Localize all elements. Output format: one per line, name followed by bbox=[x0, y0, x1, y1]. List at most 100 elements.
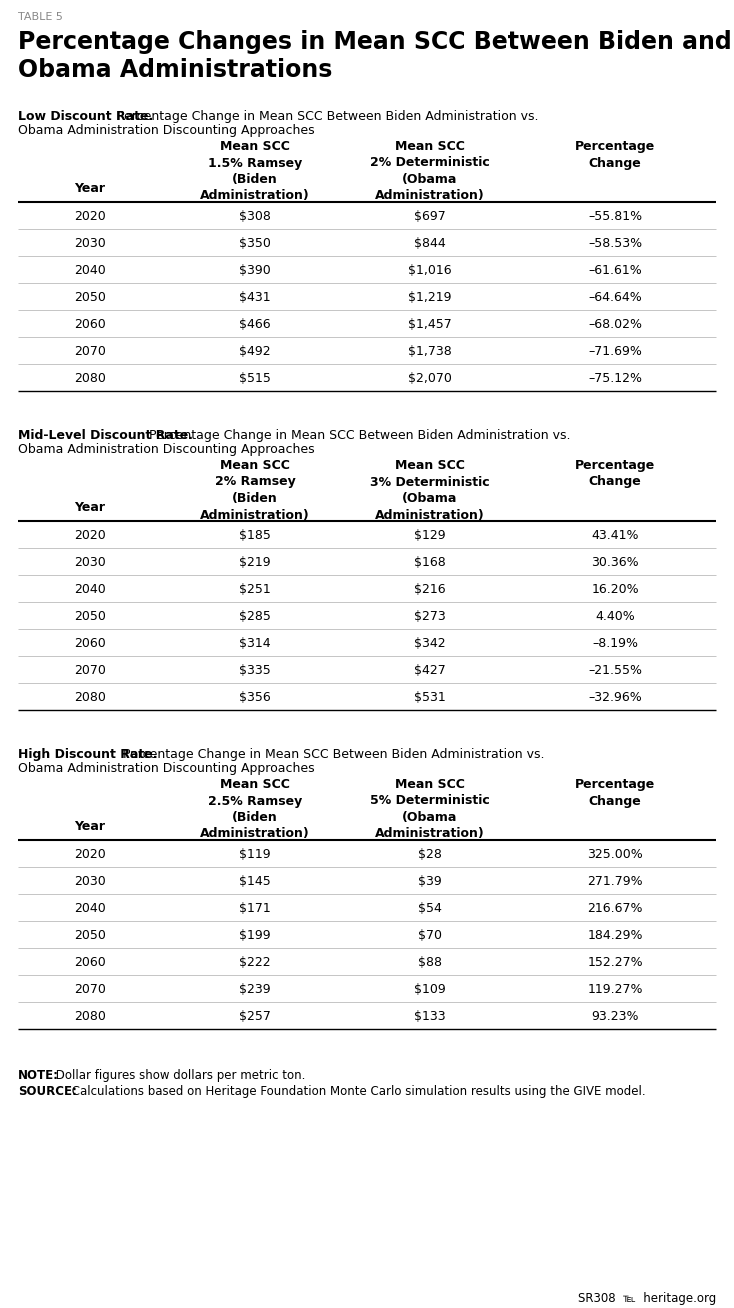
Text: –68.02%: –68.02% bbox=[588, 318, 642, 331]
Text: 2040: 2040 bbox=[74, 264, 106, 277]
Text: $88: $88 bbox=[418, 956, 442, 969]
Text: Mean SCC
2.5% Ramsey
(Biden
Administration): Mean SCC 2.5% Ramsey (Biden Administrati… bbox=[200, 778, 310, 841]
Text: 2060: 2060 bbox=[74, 956, 106, 969]
Text: Percentage
Change: Percentage Change bbox=[575, 778, 655, 807]
Text: Mean SCC
1.5% Ramsey
(Biden
Administration): Mean SCC 1.5% Ramsey (Biden Administrati… bbox=[200, 140, 310, 203]
Text: SOURCE:: SOURCE: bbox=[18, 1086, 77, 1097]
Text: –75.12%: –75.12% bbox=[588, 371, 642, 385]
Text: NOTE:: NOTE: bbox=[18, 1069, 59, 1082]
Text: $314: $314 bbox=[239, 637, 271, 650]
Text: 2050: 2050 bbox=[74, 290, 106, 303]
Text: $171: $171 bbox=[239, 903, 271, 916]
Text: $844: $844 bbox=[414, 237, 446, 250]
Text: 2030: 2030 bbox=[74, 875, 106, 888]
Text: 4.40%: 4.40% bbox=[595, 610, 635, 623]
Text: –32.96%: –32.96% bbox=[588, 691, 642, 704]
Text: 2070: 2070 bbox=[74, 984, 106, 995]
Text: 2060: 2060 bbox=[74, 318, 106, 331]
Text: Percentage Change in Mean SCC Between Biden Administration vs.: Percentage Change in Mean SCC Between Bi… bbox=[145, 429, 571, 442]
Text: –55.81%: –55.81% bbox=[588, 211, 642, 222]
Text: $257: $257 bbox=[239, 1010, 271, 1023]
Text: $1,219: $1,219 bbox=[408, 290, 451, 303]
Text: $129: $129 bbox=[414, 528, 446, 542]
Text: $350: $350 bbox=[239, 237, 271, 250]
Text: $109: $109 bbox=[414, 984, 446, 995]
Text: 216.67%: 216.67% bbox=[587, 903, 643, 916]
Text: Mean SCC
3% Deterministic
(Obama
Administration): Mean SCC 3% Deterministic (Obama Adminis… bbox=[370, 459, 490, 522]
Text: $219: $219 bbox=[239, 556, 271, 569]
Text: –21.55%: –21.55% bbox=[588, 664, 642, 678]
Text: TABLE 5: TABLE 5 bbox=[18, 12, 63, 22]
Text: Low Discount Rate.: Low Discount Rate. bbox=[18, 110, 153, 123]
Text: Calculations based on Heritage Foundation Monte Carlo simulation results using t: Calculations based on Heritage Foundatio… bbox=[68, 1086, 646, 1097]
Text: $216: $216 bbox=[414, 583, 446, 596]
Text: Year: Year bbox=[74, 182, 106, 195]
Text: $427: $427 bbox=[414, 664, 446, 678]
Text: –71.69%: –71.69% bbox=[588, 345, 642, 358]
Text: 2050: 2050 bbox=[74, 929, 106, 942]
Text: Percentage
Change: Percentage Change bbox=[575, 140, 655, 170]
Text: $2,070: $2,070 bbox=[408, 371, 452, 385]
Text: Obama Administration Discounting Approaches: Obama Administration Discounting Approac… bbox=[18, 124, 315, 137]
Text: $492: $492 bbox=[239, 345, 271, 358]
Text: $222: $222 bbox=[239, 956, 271, 969]
Text: $133: $133 bbox=[414, 1010, 446, 1023]
Text: $251: $251 bbox=[239, 583, 271, 596]
Text: 30.36%: 30.36% bbox=[591, 556, 639, 569]
Text: $273: $273 bbox=[414, 610, 446, 623]
Text: 2080: 2080 bbox=[74, 371, 106, 385]
Text: 2040: 2040 bbox=[74, 903, 106, 916]
Text: $39: $39 bbox=[418, 875, 442, 888]
Text: 2070: 2070 bbox=[74, 664, 106, 678]
Text: High Discount Rate.: High Discount Rate. bbox=[18, 748, 158, 761]
Text: Percentage Change in Mean SCC Between Biden Administration vs.: Percentage Change in Mean SCC Between Bi… bbox=[113, 110, 539, 123]
Text: 2060: 2060 bbox=[74, 637, 106, 650]
Text: 271.79%: 271.79% bbox=[587, 875, 643, 888]
Text: 325.00%: 325.00% bbox=[587, 848, 643, 861]
Text: $1,738: $1,738 bbox=[408, 345, 452, 358]
Text: $185: $185 bbox=[239, 528, 271, 542]
Text: $199: $199 bbox=[239, 929, 271, 942]
Text: Percentage Changes in Mean SCC Between Biden and: Percentage Changes in Mean SCC Between B… bbox=[18, 30, 732, 54]
Text: 2080: 2080 bbox=[74, 1010, 106, 1023]
Text: 2080: 2080 bbox=[74, 691, 106, 704]
Text: 2020: 2020 bbox=[74, 211, 106, 222]
Text: Mean SCC
2% Deterministic
(Obama
Administration): Mean SCC 2% Deterministic (Obama Adminis… bbox=[370, 140, 490, 203]
Text: 43.41%: 43.41% bbox=[592, 528, 639, 542]
Text: $28: $28 bbox=[418, 848, 442, 861]
Text: $531: $531 bbox=[414, 691, 446, 704]
Text: 2050: 2050 bbox=[74, 610, 106, 623]
Text: $168: $168 bbox=[414, 556, 446, 569]
Text: Obama Administration Discounting Approaches: Obama Administration Discounting Approac… bbox=[18, 763, 315, 776]
Text: $515: $515 bbox=[239, 371, 271, 385]
Text: $1,016: $1,016 bbox=[408, 264, 452, 277]
Text: –61.61%: –61.61% bbox=[588, 264, 642, 277]
Text: Percentage
Change: Percentage Change bbox=[575, 459, 655, 488]
Text: Dollar figures show dollars per metric ton.: Dollar figures show dollars per metric t… bbox=[52, 1069, 305, 1082]
Text: 2070: 2070 bbox=[74, 345, 106, 358]
Text: $285: $285 bbox=[239, 610, 271, 623]
Text: –64.64%: –64.64% bbox=[588, 290, 642, 303]
Text: Obama Administration Discounting Approaches: Obama Administration Discounting Approac… bbox=[18, 443, 315, 456]
Text: $356: $356 bbox=[239, 691, 271, 704]
Text: 184.29%: 184.29% bbox=[587, 929, 643, 942]
Text: $1,457: $1,457 bbox=[408, 318, 452, 331]
Text: 2020: 2020 bbox=[74, 528, 106, 542]
Text: –8.19%: –8.19% bbox=[592, 637, 638, 650]
Text: Percentage Change in Mean SCC Between Biden Administration vs.: Percentage Change in Mean SCC Between Bi… bbox=[119, 748, 544, 761]
Text: $239: $239 bbox=[239, 984, 271, 995]
Text: 2040: 2040 bbox=[74, 583, 106, 596]
Text: 93.23%: 93.23% bbox=[592, 1010, 639, 1023]
Text: $308: $308 bbox=[239, 211, 271, 222]
Text: 2030: 2030 bbox=[74, 237, 106, 250]
Text: $466: $466 bbox=[239, 318, 271, 331]
Text: $54: $54 bbox=[418, 903, 442, 916]
Text: $145: $145 bbox=[239, 875, 271, 888]
Text: $335: $335 bbox=[239, 664, 271, 678]
Text: $390: $390 bbox=[239, 264, 271, 277]
Text: Obama Administrations: Obama Administrations bbox=[18, 58, 333, 82]
Text: Mean SCC
2% Ramsey
(Biden
Administration): Mean SCC 2% Ramsey (Biden Administration… bbox=[200, 459, 310, 522]
Text: $697: $697 bbox=[414, 211, 446, 222]
Text: $342: $342 bbox=[414, 637, 446, 650]
Text: $70: $70 bbox=[418, 929, 442, 942]
